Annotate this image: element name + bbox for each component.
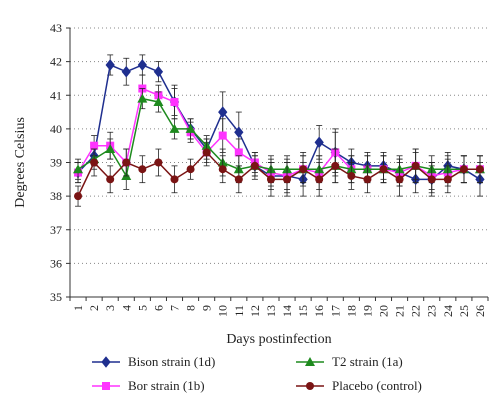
legend-marker [305, 357, 315, 366]
x-tick-label: 14 [280, 305, 294, 317]
data-point [122, 158, 131, 167]
x-axis-label: Days postinfection [226, 332, 331, 347]
legend-item: Bor strain (1b) [92, 378, 205, 393]
axes [66, 27, 489, 301]
legend-marker [306, 382, 314, 390]
x-tick-labels: 1 2 3 4 5 6 7 8 9 10 11 12 13 14 15 16 17 18 19 20 21 22 23 24 2… [71, 305, 487, 317]
series-3 [74, 138, 484, 207]
data-point [347, 171, 356, 180]
data-point [299, 165, 308, 174]
legend-label: Bison strain (1d) [128, 354, 215, 369]
y-tick-label: 43 [50, 21, 62, 35]
data-point [379, 165, 388, 174]
y-tick-label: 42 [50, 55, 62, 69]
x-tick-label: 17 [328, 305, 342, 317]
data-point [314, 136, 324, 149]
legend-label: T2 strain (1a) [332, 354, 403, 369]
data-point [169, 123, 180, 133]
y-tick-labels: 35 36 37 38 39 40 41 42 43 [50, 21, 62, 304]
data-point [250, 161, 259, 170]
data-point [137, 59, 147, 71]
x-tick-label: 24 [441, 305, 455, 317]
data-point [202, 148, 211, 157]
data-point [443, 175, 452, 184]
x-tick-label: 18 [344, 305, 358, 317]
data-point [459, 165, 468, 174]
x-tick-label: 20 [377, 305, 391, 317]
x-tick-label: 23 [425, 305, 439, 317]
data-point [218, 131, 227, 140]
data-point [218, 106, 228, 118]
data-point [170, 175, 179, 184]
legend-label: Placebo (control) [332, 378, 422, 393]
x-tick-label: 10 [216, 305, 230, 317]
y-tick-label: 39 [50, 156, 62, 170]
y-axis-label: Degrees Celsius [13, 117, 28, 208]
legend-item: T2 strain (1a) [296, 354, 403, 369]
data-point [427, 175, 436, 184]
data-point [153, 96, 164, 106]
x-tick-label: 4 [119, 305, 133, 311]
data-point [121, 65, 131, 78]
data-point [105, 59, 115, 71]
data-point [363, 175, 372, 184]
legend-label: Bor strain (1b) [128, 378, 205, 393]
data-point [266, 175, 275, 184]
data-point [138, 165, 147, 174]
x-tick-label: 15 [296, 305, 310, 317]
series-layer [73, 54, 485, 207]
data-point [234, 148, 243, 157]
data-point [73, 164, 84, 174]
legend-marker [101, 356, 111, 368]
data-point [105, 144, 116, 154]
data-point [186, 165, 195, 174]
x-tick-label: 21 [393, 305, 407, 317]
data-point [331, 161, 340, 170]
data-point [234, 126, 244, 139]
data-point [411, 161, 420, 170]
y-tick-label: 40 [50, 122, 62, 136]
x-tick-label: 1 [71, 305, 85, 311]
y-tick-label: 38 [50, 189, 62, 203]
data-point [234, 175, 243, 184]
legend-marker [102, 382, 110, 390]
data-point [315, 175, 324, 184]
x-tick-label: 25 [457, 305, 471, 317]
x-tick-label: 16 [312, 305, 326, 317]
data-point [395, 175, 404, 184]
x-tick-label: 5 [135, 305, 149, 311]
x-tick-label: 8 [184, 305, 198, 311]
data-point [90, 141, 99, 150]
x-tick-label: 13 [264, 305, 278, 317]
data-point [90, 158, 99, 167]
y-tick-label: 41 [50, 88, 62, 102]
data-point [283, 175, 292, 184]
data-point [154, 158, 163, 167]
data-point [106, 175, 115, 184]
y-tick-label: 35 [50, 290, 62, 304]
x-tick-label: 3 [103, 305, 117, 311]
x-tick-label: 7 [168, 305, 182, 311]
x-tick-label: 26 [473, 305, 487, 317]
data-point [185, 123, 196, 133]
data-point [74, 192, 83, 201]
y-tick-label: 36 [50, 256, 62, 270]
data-point [475, 165, 484, 174]
data-point [137, 93, 148, 103]
x-tick-label: 6 [151, 305, 165, 311]
legend-item: Placebo (control) [296, 378, 422, 393]
legend: Bison strain (1d) T2 strain (1a) Bor strai… [92, 354, 422, 393]
legend-item: Bison strain (1d) [92, 354, 215, 369]
y-tick-label: 37 [50, 223, 62, 237]
x-tick-label: 9 [200, 305, 214, 311]
x-tick-label: 19 [360, 305, 374, 317]
x-tick-label: 12 [248, 305, 262, 317]
x-tick-label: 2 [87, 305, 101, 311]
data-point [153, 65, 164, 78]
data-point [218, 165, 227, 174]
x-tick-label: 11 [232, 305, 246, 317]
data-point [170, 97, 179, 106]
x-tick-label: 22 [409, 305, 423, 317]
